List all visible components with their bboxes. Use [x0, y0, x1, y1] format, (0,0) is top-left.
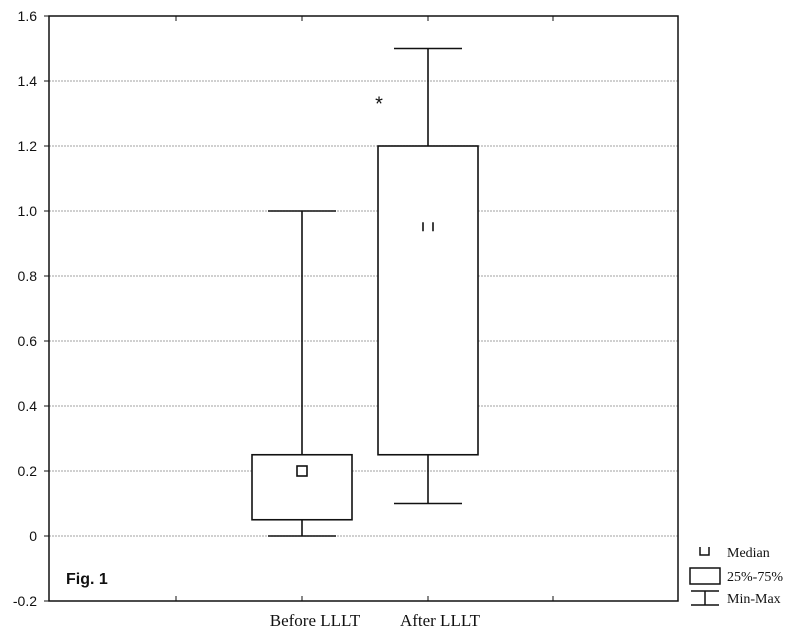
- box-icon: [689, 567, 721, 585]
- y-tick-label: 0: [29, 528, 37, 544]
- legend: Median 25%-75% Min-Max: [689, 546, 783, 607]
- median-marker: [422, 222, 434, 232]
- y-axis-ticks: -0.2 0 0.2 0.4 0.6 0.8 1.0 1.2 1.4 1.6: [13, 8, 49, 609]
- plot-frame: [48, 15, 679, 602]
- y-tick-label: 0.8: [18, 268, 38, 284]
- median-icon: [699, 547, 710, 556]
- x-axis-ticks: [175, 16, 554, 601]
- legend-whisker-label: Min-Max: [727, 592, 781, 607]
- legend-median-label: Median: [727, 546, 770, 561]
- iqr-box: [251, 453, 353, 521]
- legend-median-item: Median: [699, 546, 770, 561]
- y-tick-label: 1.4: [18, 73, 38, 89]
- significance-asterisk: *: [375, 94, 383, 116]
- y-tick-label: 0.4: [18, 398, 38, 414]
- y-tick-label: 1.2: [18, 138, 38, 154]
- annotations: *: [375, 94, 383, 116]
- box-plot-after: [377, 47, 479, 505]
- box-plot-before: [251, 210, 353, 537]
- legend-box-label: 25%-75%: [727, 570, 783, 585]
- median-marker: [296, 465, 308, 477]
- y-tick-label: 0.6: [18, 333, 38, 349]
- x-category-label-after: After LLLT: [400, 611, 481, 630]
- grid-lines: [49, 80, 678, 537]
- y-tick-label: 0.2: [18, 463, 38, 479]
- x-category-label-before: Before LLLT: [270, 611, 361, 630]
- y-tick-label: 1.6: [18, 8, 38, 24]
- box-series: [251, 47, 479, 537]
- legend-box-item: 25%-75%: [689, 567, 783, 585]
- legend-whisker-item: Min-Max: [691, 590, 781, 607]
- iqr-box: [377, 145, 479, 456]
- whisker-icon: [691, 590, 719, 606]
- y-tick-label: -0.2: [13, 593, 37, 609]
- y-tick-label: 1.0: [18, 203, 38, 219]
- figure-label: Fig. 1: [66, 571, 108, 588]
